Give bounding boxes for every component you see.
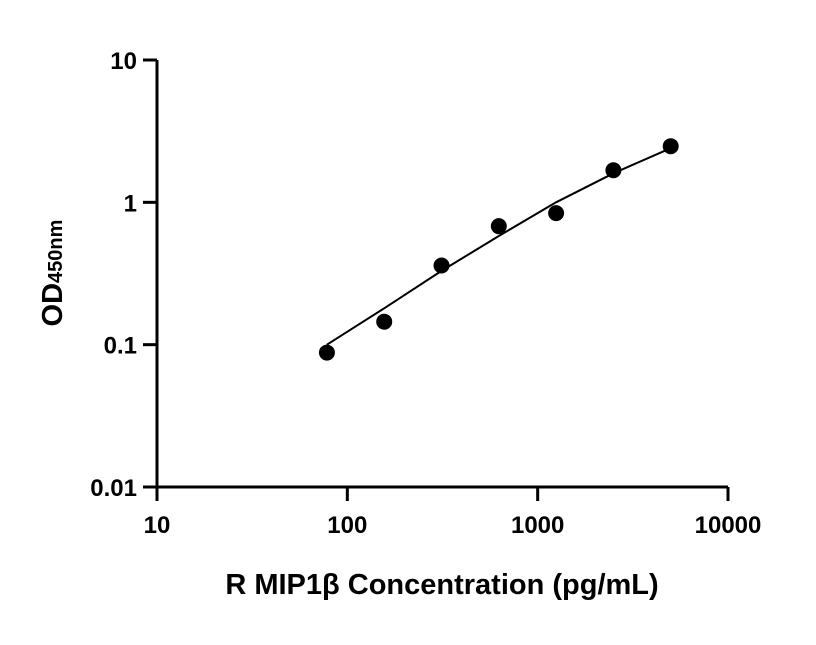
x-tick-label: 100 [327, 512, 367, 539]
x-axis-label: R MIP1β Concentration (pg/mL) [225, 569, 658, 601]
x-tick-label: 10 [144, 512, 171, 539]
y-tick-label: 0.01 [90, 475, 137, 502]
data-point [318, 344, 335, 361]
data-point [605, 162, 622, 179]
y-axis-label-main: OD [37, 283, 69, 327]
data-point [662, 138, 679, 155]
x-tick-label: 10000 [695, 512, 762, 539]
y-tick-label: 10 [110, 48, 137, 75]
y-tick-label: 1 [124, 190, 137, 217]
y-axis-label: OD450nm [37, 220, 69, 327]
data-point [376, 313, 393, 330]
data-point [433, 257, 450, 274]
data-point [548, 205, 565, 222]
y-axis-label-subscript: 450nm [45, 220, 67, 283]
x-tick-label: 1000 [511, 512, 564, 539]
axes: 10 100 1000 10000 0.01 0.1 1 10 [90, 48, 761, 539]
data-points [318, 138, 679, 361]
y-tick-label: 0.1 [104, 333, 137, 360]
data-point [490, 218, 507, 235]
fit-curve [326, 147, 672, 346]
